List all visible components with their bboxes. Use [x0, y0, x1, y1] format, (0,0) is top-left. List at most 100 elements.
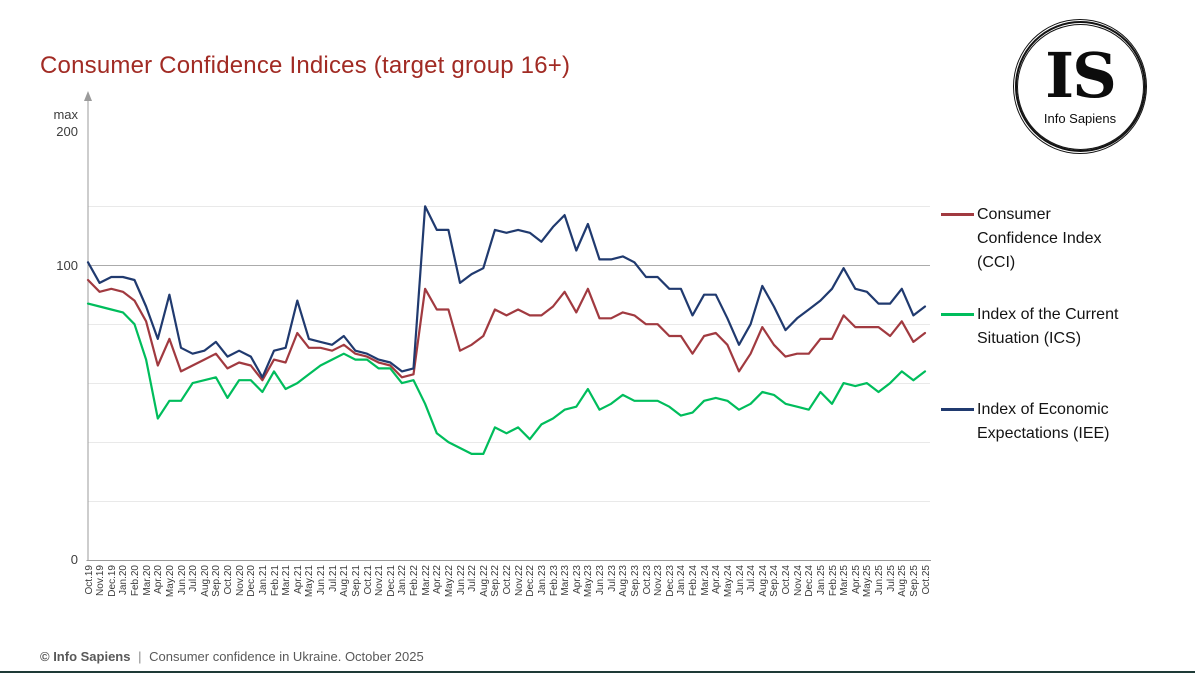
x-axis-label: Oct.24: [781, 565, 792, 595]
x-axis-label: Sep.25: [908, 565, 920, 597]
gridline-20: [88, 501, 930, 503]
footer-separator: |: [138, 649, 142, 664]
x-axis-label: Jun.21: [316, 565, 327, 596]
footer-caption: Consumer confidence in Ukraine. October …: [149, 649, 424, 664]
x-axis-label: Jul.20: [188, 565, 200, 592]
x-axis-label: Jul.23: [606, 565, 618, 592]
x-axis-label: Oct.22: [502, 565, 513, 595]
x-axis-label: Jan.24: [676, 565, 688, 596]
x-axis-label: Mar.20: [141, 565, 153, 596]
y-axis-max-label: max: [53, 107, 78, 122]
x-axis-label: Feb.20: [130, 565, 141, 597]
x-axis-label: Sep.22: [490, 565, 502, 597]
gridline-80: [88, 324, 930, 326]
gridline-100: [88, 265, 930, 267]
x-axis-label: Aug.20: [199, 565, 211, 597]
legend-item-ics: Index of the Current Situation (ICS): [941, 303, 1179, 351]
x-axis-label: Jan.23: [536, 565, 548, 596]
x-axis-label: Nov.20: [234, 565, 246, 596]
page-title: Consumer Confidence Indices (target grou…: [40, 52, 571, 79]
x-axis-label: Dec.24: [804, 565, 816, 597]
x-axis-label: Mar.22: [420, 565, 432, 596]
x-axis-label: May.23: [583, 565, 595, 598]
x-axis-label: Apr.22: [432, 565, 444, 594]
x-axis-label: Apr.24: [711, 565, 723, 594]
x-axis-label: Jul.24: [746, 565, 758, 592]
x-axis-label: Sep.23: [629, 565, 641, 597]
logo-monogram: IS: [1045, 39, 1117, 112]
x-axis-label: Nov.19: [95, 565, 107, 596]
legend-label-ics: Index of the Current Situation (ICS): [977, 306, 1119, 347]
cci-line: [86, 278, 927, 382]
x-axis-label: Apr.21: [292, 565, 304, 594]
x-axis-label: Apr.23: [571, 565, 583, 594]
bottom-accent-bar: [0, 671, 1195, 673]
x-axis-label: Sep.20: [211, 565, 223, 597]
x-axis-label: Jul.25: [885, 565, 897, 592]
x-axis-label: Dec.22: [525, 565, 537, 597]
x-axis-label: Jan.25: [815, 565, 827, 596]
x-axis-label: Jun.22: [455, 565, 467, 596]
x-axis-label: Aug.24: [757, 565, 769, 597]
x-axis-label: Apr.20: [153, 565, 165, 594]
x-axis-label: Apr.25: [850, 565, 862, 594]
x-axis-label: Jun.25: [874, 565, 885, 596]
x-axis-label: Dec.20: [246, 565, 258, 597]
x-axis-label: May.22: [443, 565, 455, 598]
x-axis-label: May.24: [722, 565, 734, 598]
x-axis-label: Jan.21: [257, 565, 269, 596]
cci-line-swatch: [941, 213, 974, 216]
x-axis-label: May.20: [164, 565, 176, 598]
y-axis-arrow-icon: [84, 91, 92, 101]
x-axis-label: Jul.21: [327, 565, 339, 592]
x-axis-label: Mar.24: [699, 565, 711, 596]
x-axis-label: Jan.22: [397, 565, 409, 596]
x-axis-label: Aug.21: [339, 565, 351, 597]
legend: Consumer Confidence Index (CCI) Index of…: [941, 203, 1179, 446]
x-axis-label: Feb.23: [548, 565, 560, 597]
legend-item-iee: Index of Economic Expectations (IEE): [941, 398, 1179, 446]
x-axis-label: Oct.20: [223, 565, 234, 595]
x-axis-label: Jul.22: [467, 565, 479, 592]
x-axis-label: Mar.23: [560, 565, 572, 596]
x-axis-label: Oct.23: [641, 565, 653, 595]
y-axis-tick-200: 200: [56, 124, 78, 139]
x-axis-label: Aug.25: [897, 565, 909, 597]
x-axis-label: Nov.24: [792, 565, 804, 596]
x-axis-label: Mar.25: [839, 565, 851, 596]
x-axis-label: Dec.21: [385, 565, 397, 597]
x-axis-label: Sep.21: [350, 565, 362, 597]
x-axis-label: Feb.25: [827, 565, 839, 597]
y-axis-tick-100: 100: [56, 258, 78, 273]
gridline-120: [88, 206, 930, 208]
legend-item-cci: Consumer Confidence Index (CCI): [941, 203, 1179, 275]
x-axis-label: Aug.23: [618, 565, 630, 597]
x-axis-label: Jun.24: [734, 565, 746, 596]
gridline-60: [88, 383, 930, 385]
x-axis-label: Jun.20: [176, 565, 188, 596]
logo-ring: [1013, 19, 1147, 154]
footer-brand: © Info Sapiens: [40, 649, 131, 664]
footer: © Info Sapiens | Consumer confidence in …: [40, 649, 424, 664]
legend-label-cci: Consumer Confidence Index (CCI): [977, 206, 1102, 271]
x-axis-label: May.25: [862, 565, 874, 598]
x-axis-label: Dec.23: [664, 565, 676, 597]
x-axis-label: Feb.22: [409, 565, 420, 597]
legend-label-iee: Index of Economic Expectations (IEE): [977, 401, 1110, 442]
x-axis-label: Oct.19: [83, 565, 95, 595]
ics-line-swatch: [941, 313, 974, 316]
x-axis-label: Nov.21: [374, 565, 386, 596]
x-axis-label: Sep.24: [769, 565, 781, 597]
x-axis-label: Nov.23: [653, 565, 665, 596]
iee-line: [86, 205, 927, 379]
x-axis-label: May.21: [304, 565, 316, 598]
x-axis-label: Nov.22: [513, 565, 525, 596]
logo-name: Info Sapiens: [1043, 111, 1117, 126]
y-axis-tick-0: 0: [70, 552, 78, 567]
x-axis-label: Dec.19: [106, 565, 118, 597]
x-axis-label: Aug.22: [478, 565, 490, 597]
gridline-40: [88, 442, 930, 444]
iee-line-swatch: [941, 408, 974, 411]
x-axis-label: Oct.21: [362, 565, 374, 595]
